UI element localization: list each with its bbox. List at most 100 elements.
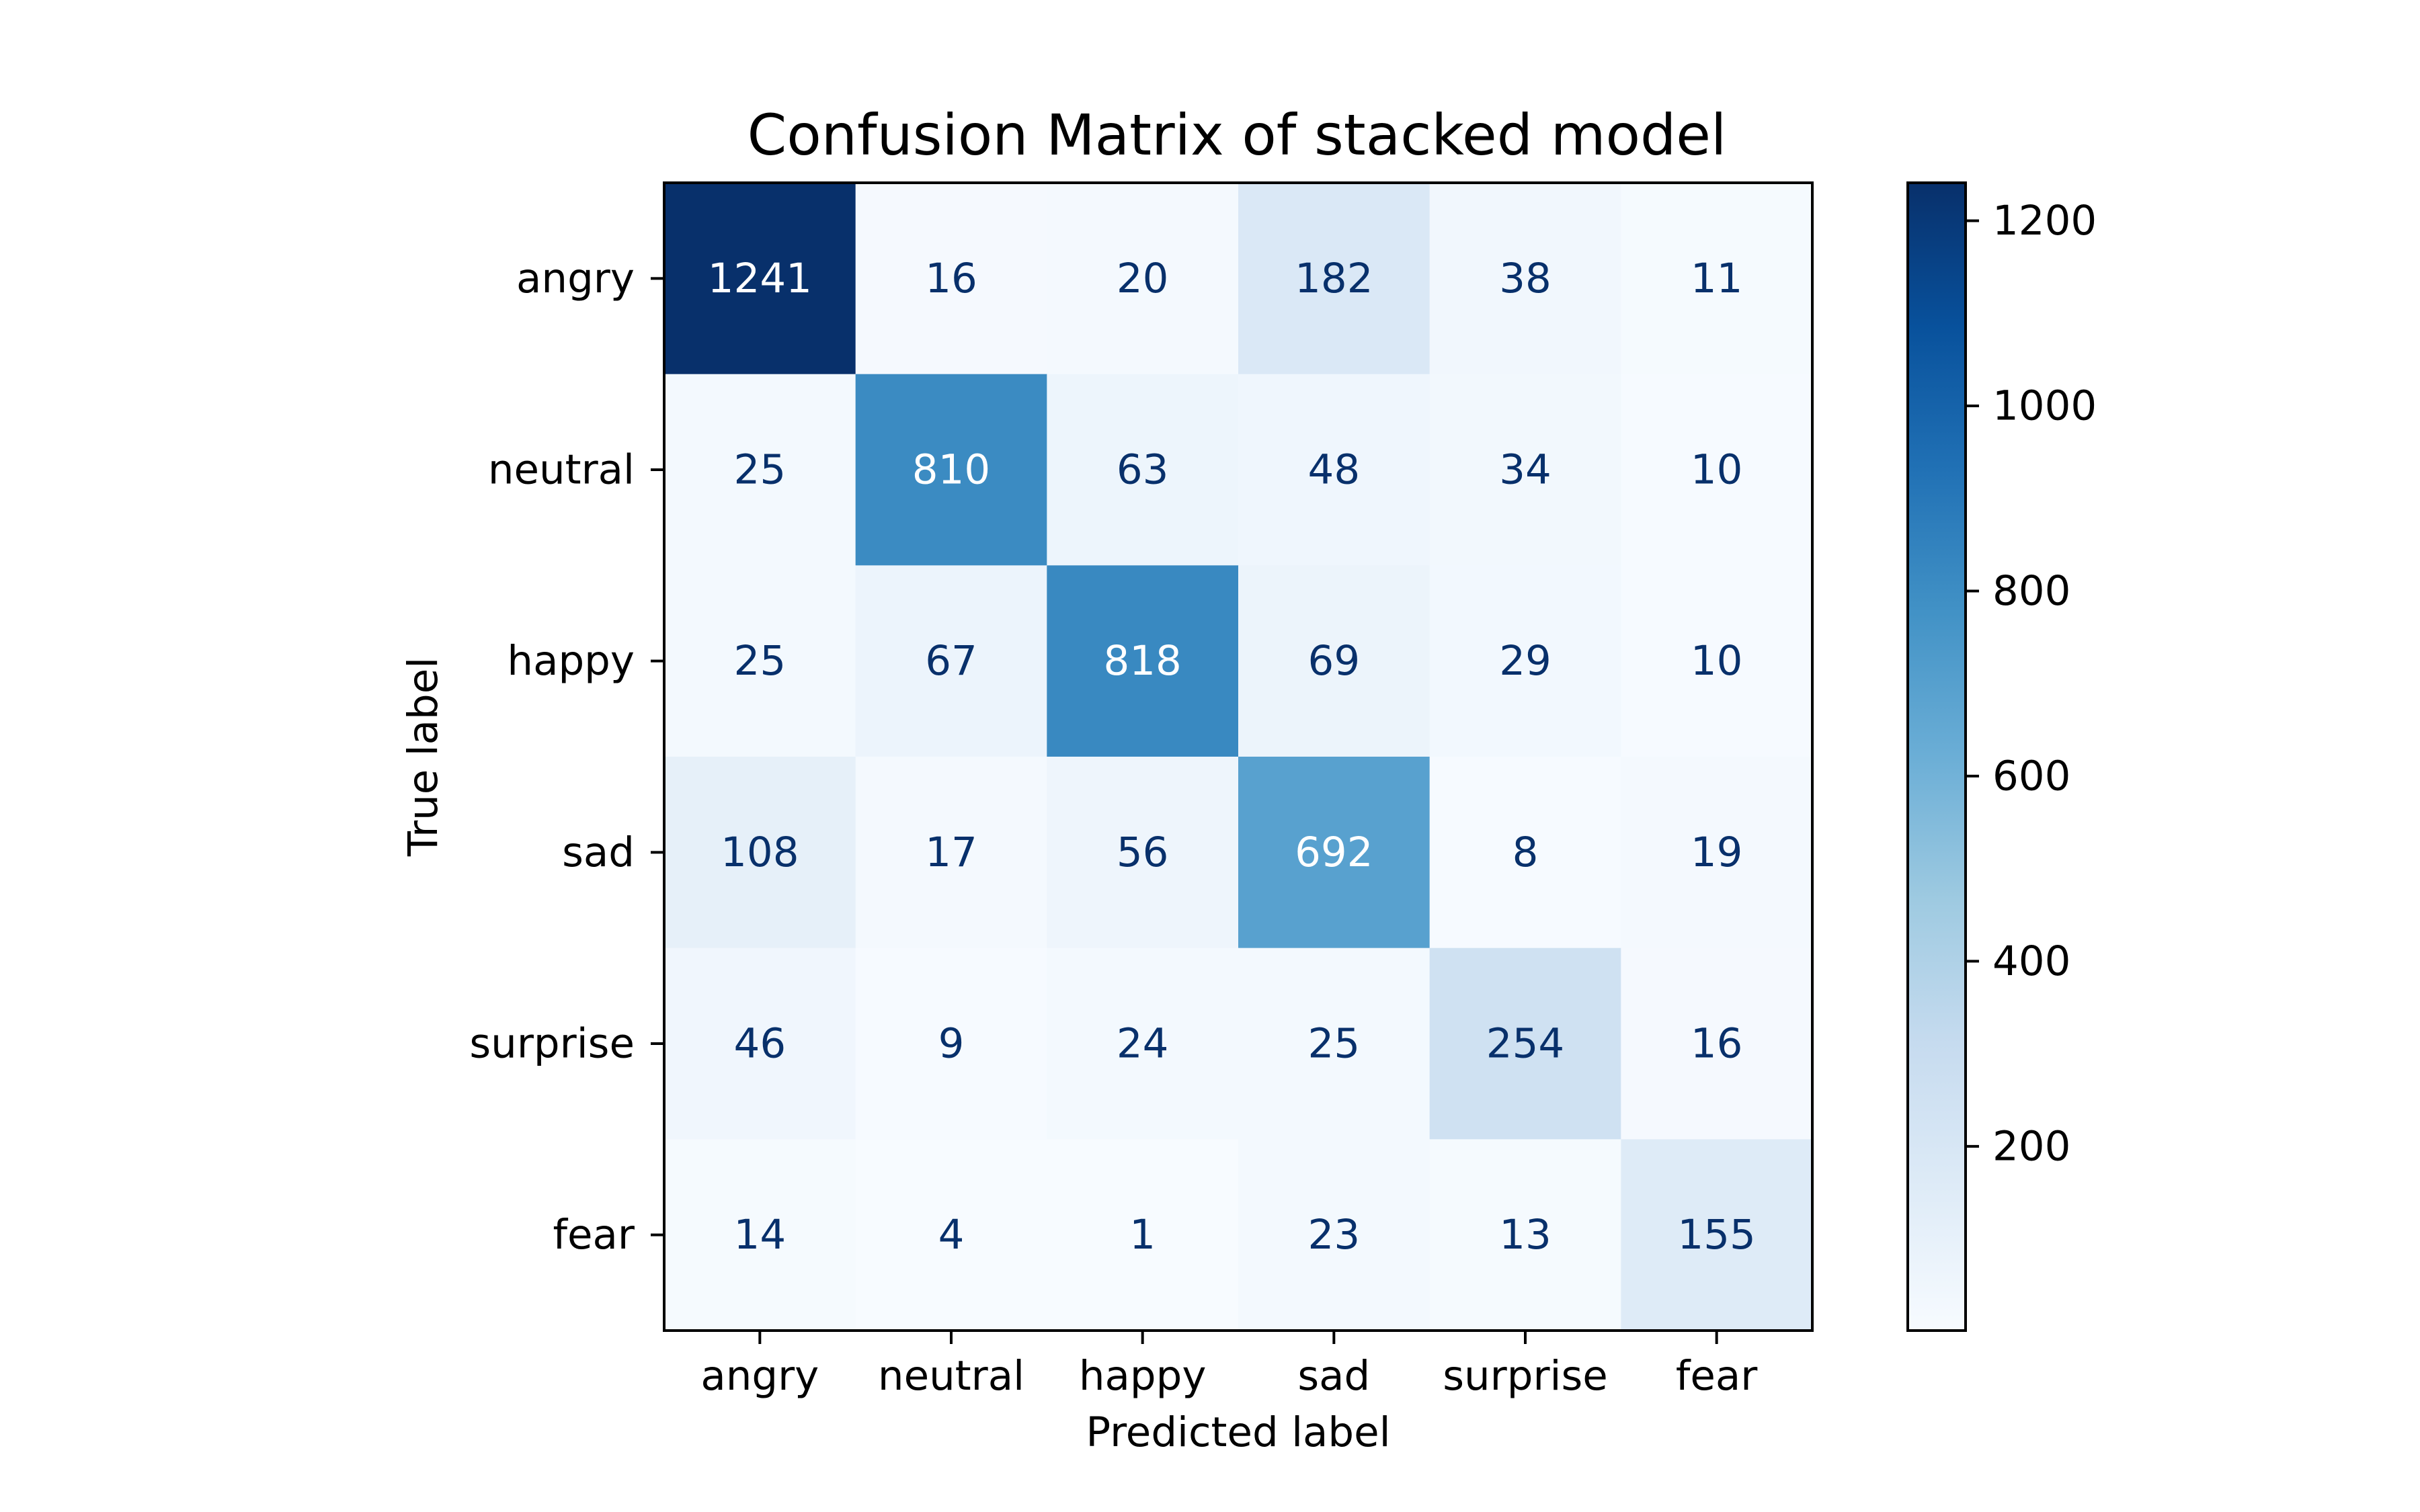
x-axis-label: Predicted label <box>1086 1409 1390 1456</box>
x-tick-label: neutral <box>878 1352 1024 1400</box>
colorbar-tick-label: 1000 <box>1992 382 2097 429</box>
x-tick-label: sad <box>1297 1352 1370 1400</box>
matrix-cell <box>664 374 856 566</box>
matrix-cell <box>855 948 1047 1140</box>
matrix-cell <box>1621 374 1813 566</box>
y-tick-label: surprise <box>469 1020 635 1068</box>
cell-value-label: 108 <box>721 829 799 876</box>
cell-value-label: 24 <box>1117 1020 1169 1068</box>
y-tick-label: sad <box>562 829 635 876</box>
matrix-cell <box>1047 565 1239 757</box>
cell-value-label: 9 <box>938 1020 965 1068</box>
cell-value-label: 17 <box>925 829 977 876</box>
matrix-cell <box>1429 757 1621 949</box>
colorbar-tick-label: 1200 <box>1992 197 2097 245</box>
y-tick-label: fear <box>553 1211 635 1259</box>
cell-value-label: 69 <box>1308 637 1361 685</box>
cell-value-label: 4 <box>938 1211 965 1259</box>
cell-value-label: 29 <box>1499 637 1551 685</box>
matrix-cell <box>1047 1139 1239 1331</box>
colorbar <box>1906 181 1967 1332</box>
matrix-cell <box>664 948 856 1140</box>
matrix-cell <box>1047 374 1239 566</box>
matrix-cell <box>1621 565 1813 757</box>
cell-value-label: 182 <box>1295 255 1373 302</box>
matrix-cells <box>664 183 1813 1331</box>
cell-value-label: 34 <box>1499 446 1551 494</box>
colorbar-ticks: 200 400 600 800 1000 1200 <box>1966 197 2097 1170</box>
x-tick-label: surprise <box>1443 1352 1608 1400</box>
cell-value-label: 810 <box>912 446 990 494</box>
y-axis-label: True label <box>399 657 447 857</box>
matrix-cell <box>1621 948 1813 1140</box>
matrix-cell <box>1621 757 1813 949</box>
cell-value-label: 38 <box>1499 255 1551 302</box>
x-tick-label: angry <box>700 1352 819 1400</box>
cell-value-label: 155 <box>1677 1211 1755 1259</box>
colorbar-tick-label: 800 <box>1992 567 2070 615</box>
matrix-cell <box>1238 374 1430 566</box>
matrix-cell <box>855 374 1047 566</box>
matrix-cell <box>855 757 1047 949</box>
cell-value-label: 16 <box>925 255 977 302</box>
y-axis-ticks: angry neutral happy sad surprise fear <box>469 255 664 1259</box>
y-tick-label: happy <box>507 637 635 685</box>
cell-value-label: 8 <box>1513 829 1539 876</box>
cell-value-label: 56 <box>1117 829 1169 876</box>
matrix-cell <box>664 1139 856 1331</box>
matrix-cell <box>1238 948 1430 1140</box>
cell-value-label: 14 <box>734 1211 787 1259</box>
cell-value-label: 19 <box>1691 829 1743 876</box>
colorbar-tick-label: 600 <box>1992 752 2070 800</box>
matrix-cell <box>664 565 856 757</box>
matrix-cell <box>1429 183 1621 375</box>
matrix-cell <box>1238 757 1430 949</box>
cell-value-label: 46 <box>734 1020 787 1068</box>
matrix-cell <box>1621 1139 1813 1331</box>
cell-value-label: 25 <box>1308 1020 1361 1068</box>
cell-value-label: 67 <box>925 637 977 685</box>
cell-value-label: 25 <box>734 446 787 494</box>
matrix-cell <box>1429 374 1621 566</box>
matrix-cell <box>855 1139 1047 1331</box>
cell-value-label: 13 <box>1499 1211 1551 1259</box>
cell-value-label: 1241 <box>708 255 812 302</box>
matrix-cell <box>1238 183 1430 375</box>
cell-value-label: 20 <box>1117 255 1169 302</box>
cell-value-label: 1 <box>1129 1211 1156 1259</box>
y-tick-label: angry <box>516 255 635 302</box>
cell-value-label: 818 <box>1103 637 1181 685</box>
x-tick-label: fear <box>1676 1352 1758 1400</box>
matrix-cell <box>1238 1139 1430 1331</box>
cell-value-label: 48 <box>1308 446 1361 494</box>
cell-value-label: 23 <box>1308 1211 1361 1259</box>
matrix-cell <box>1047 757 1239 949</box>
matrix-cell <box>1238 565 1430 757</box>
cell-value-label: 10 <box>1691 446 1743 494</box>
plot-frame <box>663 181 1814 1332</box>
cell-value-label: 25 <box>734 637 787 685</box>
matrix-cell <box>1621 183 1813 375</box>
cell-value-label: 16 <box>1691 1020 1743 1068</box>
matrix-cell <box>664 757 856 949</box>
x-axis-ticks: angry neutral happy sad surprise fear <box>700 1331 1758 1400</box>
cell-value-label: 10 <box>1691 637 1743 685</box>
colorbar-tick-label: 200 <box>1992 1122 2070 1170</box>
colorbar-tick-label: 400 <box>1992 937 2070 985</box>
matrix-cell <box>1047 948 1239 1140</box>
chart-title: Confusion Matrix of stacked model <box>748 102 1727 168</box>
matrix-cell <box>1429 948 1621 1140</box>
matrix-cell <box>855 183 1047 375</box>
matrix-cell <box>855 565 1047 757</box>
cell-value-label: 11 <box>1691 255 1743 302</box>
cell-value-label: 254 <box>1486 1020 1564 1068</box>
x-tick-label: happy <box>1079 1352 1207 1400</box>
matrix-cell <box>1429 1139 1621 1331</box>
y-tick-label: neutral <box>488 446 635 494</box>
matrix-cell <box>1429 565 1621 757</box>
matrix-cell <box>664 183 856 375</box>
cell-value-label: 692 <box>1295 829 1373 876</box>
matrix-cell <box>1047 183 1239 375</box>
